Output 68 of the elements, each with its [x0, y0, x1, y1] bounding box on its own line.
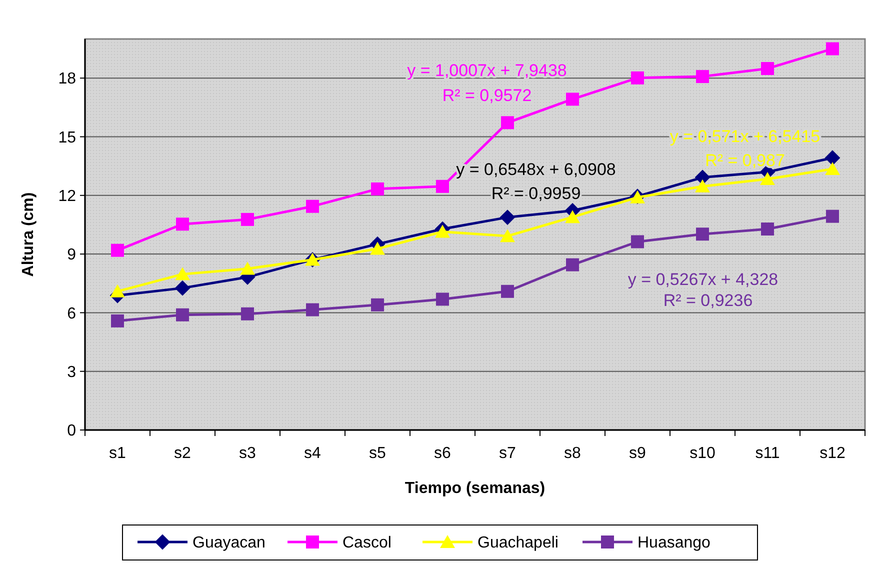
legend-label: Guayacan — [192, 534, 266, 552]
point — [631, 71, 644, 84]
point — [176, 308, 189, 322]
x-tick-label: s6 — [434, 445, 452, 462]
point — [696, 70, 709, 84]
point — [371, 298, 384, 312]
point — [761, 222, 774, 236]
point — [825, 162, 840, 176]
x-tick-label: s3 — [239, 445, 256, 462]
point — [435, 224, 450, 238]
point — [695, 179, 710, 192]
x-tick-label: s8 — [564, 445, 582, 462]
x-tick-label: s12 — [820, 445, 846, 462]
y-tick-label: 3 — [67, 364, 76, 381]
point — [436, 180, 449, 193]
point — [110, 284, 125, 298]
point — [761, 62, 774, 76]
point — [436, 292, 449, 306]
y-tick-label: 15 — [58, 129, 76, 146]
point — [175, 280, 190, 296]
point — [631, 235, 644, 248]
y-axis-title: Altura (cm) — [20, 192, 37, 277]
point — [500, 210, 515, 225]
annotation: y = 0,5267x + 4,328 — [628, 270, 778, 289]
point — [825, 150, 840, 166]
x-tick-label: s5 — [369, 445, 386, 462]
point — [111, 314, 124, 328]
point — [371, 182, 384, 196]
y-tick-label: 0 — [67, 422, 76, 440]
point — [241, 307, 254, 320]
point — [306, 303, 319, 316]
point — [566, 92, 579, 106]
annotation: R² = 0,9236 — [663, 291, 753, 310]
legend-label: Huasango — [638, 534, 711, 552]
point — [500, 229, 515, 242]
annotation: R² = 0,9572 — [442, 86, 532, 105]
point — [501, 116, 514, 130]
x-tick-label: s7 — [499, 445, 516, 462]
point — [501, 284, 514, 298]
point — [696, 228, 709, 241]
y-tick-label: 18 — [58, 70, 76, 88]
point — [565, 210, 580, 224]
annotation: R² = 0,987 — [705, 151, 785, 170]
point — [176, 218, 189, 231]
point — [695, 170, 710, 185]
y-tick-label: 9 — [67, 246, 76, 264]
x-tick-label: s4 — [304, 445, 322, 462]
point — [175, 267, 190, 280]
x-tick-label: s11 — [755, 445, 780, 462]
point — [826, 42, 839, 56]
point — [370, 242, 385, 255]
point — [240, 262, 255, 275]
point — [306, 200, 319, 213]
x-tick-label: s10 — [690, 445, 716, 462]
point — [111, 244, 124, 257]
annotation: y = 1,0007x + 7,9438 — [407, 61, 567, 80]
y-tick-label: 6 — [67, 305, 76, 322]
legend-label: Guachapeli — [478, 534, 558, 552]
y-tick-label: 12 — [58, 188, 76, 205]
point — [566, 258, 579, 272]
point — [241, 212, 254, 226]
x-axis-title: Tiempo (semanas) — [404, 480, 546, 497]
point — [826, 210, 839, 223]
x-tick-label: s1 — [109, 445, 126, 462]
point — [760, 172, 775, 185]
legend-label: Cascol — [342, 534, 392, 552]
x-tick-label: s2 — [174, 445, 192, 462]
x-tick-label: s9 — [629, 445, 646, 462]
